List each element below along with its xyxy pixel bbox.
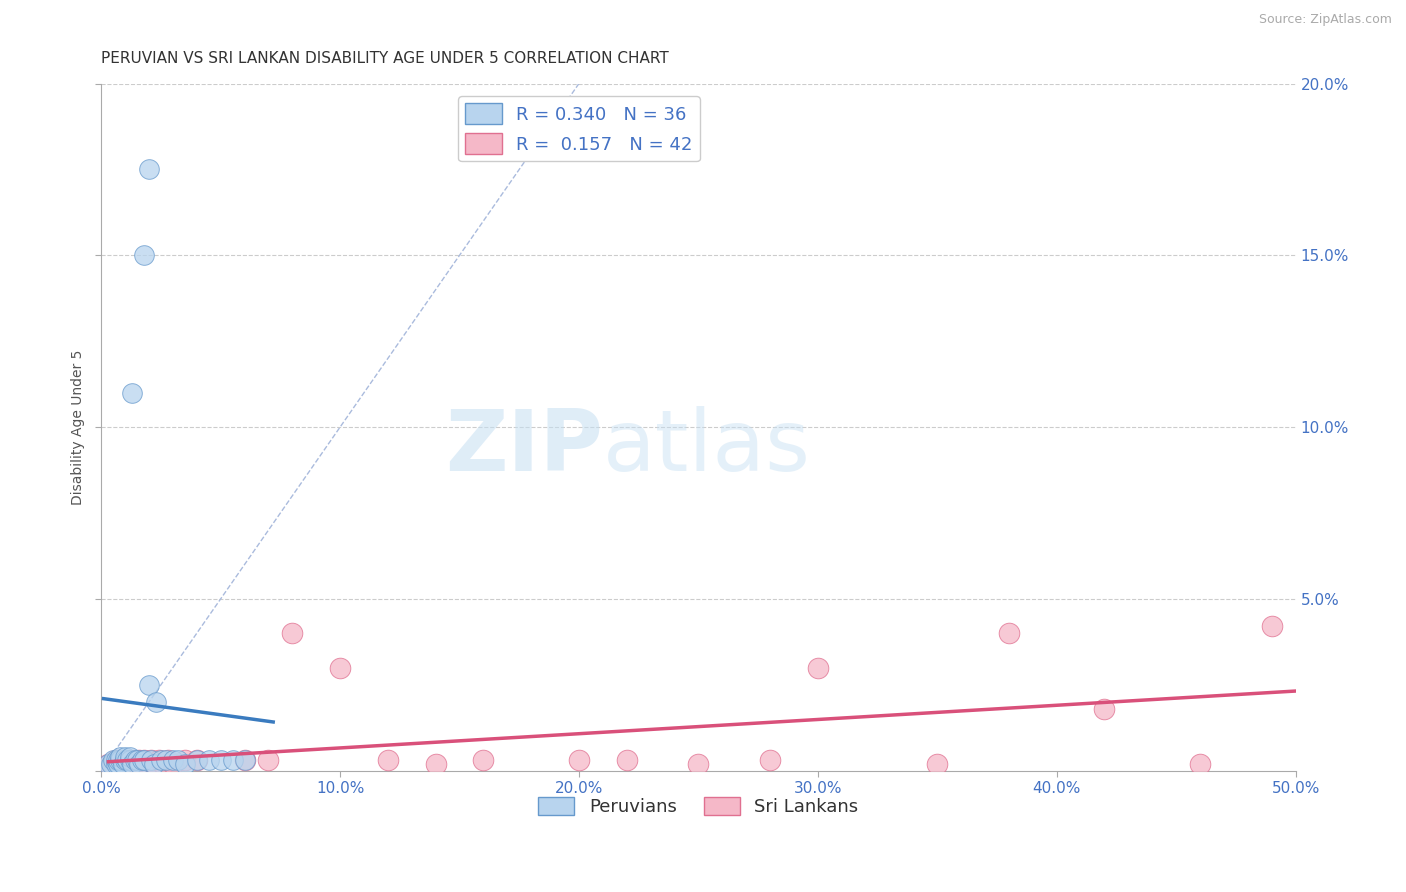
Point — [100, 756, 122, 771]
Point — [101, 756, 124, 771]
Point — [121, 385, 143, 400]
Point — [124, 753, 146, 767]
Point — [114, 753, 136, 767]
Point — [135, 756, 157, 771]
Point — [124, 753, 146, 767]
Point — [125, 756, 148, 771]
Point — [118, 753, 141, 767]
Point — [107, 756, 129, 771]
Point — [134, 753, 156, 767]
Point — [329, 660, 352, 674]
Point — [257, 753, 280, 767]
Point — [107, 753, 129, 767]
Point — [157, 753, 180, 767]
Point — [148, 753, 170, 767]
Point — [568, 753, 591, 767]
Point — [173, 756, 195, 771]
Point — [101, 753, 124, 767]
Point — [377, 753, 399, 767]
Point — [173, 753, 195, 767]
Text: Source: ZipAtlas.com: Source: ZipAtlas.com — [1258, 13, 1392, 27]
Point — [114, 753, 136, 767]
Point — [1260, 619, 1282, 633]
Point — [104, 756, 127, 771]
Y-axis label: Disability Age Under 5: Disability Age Under 5 — [72, 350, 86, 505]
Point — [104, 753, 127, 767]
Point — [209, 753, 232, 767]
Point — [998, 626, 1021, 640]
Point — [759, 753, 782, 767]
Point — [128, 753, 150, 767]
Point — [134, 248, 156, 262]
Text: PERUVIAN VS SRI LANKAN DISABILITY AGE UNDER 5 CORRELATION CHART: PERUVIAN VS SRI LANKAN DISABILITY AGE UN… — [101, 51, 669, 66]
Point — [186, 753, 208, 767]
Point — [166, 753, 188, 767]
Point — [197, 753, 219, 767]
Point — [97, 756, 120, 771]
Point — [807, 660, 830, 674]
Point — [233, 753, 256, 767]
Point — [162, 753, 184, 767]
Point — [138, 756, 160, 771]
Point — [142, 756, 165, 771]
Point — [104, 753, 127, 767]
Point — [110, 753, 132, 767]
Point — [97, 756, 120, 771]
Point — [927, 756, 949, 771]
Text: atlas: atlas — [603, 406, 811, 489]
Point — [155, 753, 177, 767]
Point — [425, 756, 447, 771]
Point — [117, 756, 139, 771]
Point — [134, 753, 156, 767]
Point — [121, 756, 143, 771]
Point — [233, 753, 256, 767]
Point — [142, 756, 165, 771]
Text: ZIP: ZIP — [446, 406, 603, 489]
Point — [128, 756, 150, 771]
Point — [281, 626, 304, 640]
Point — [118, 750, 141, 764]
Point — [138, 162, 160, 177]
Legend: Peruvians, Sri Lankans: Peruvians, Sri Lankans — [531, 789, 866, 823]
Point — [121, 756, 143, 771]
Point — [162, 756, 184, 771]
Point — [221, 753, 243, 767]
Point — [616, 753, 638, 767]
Point — [149, 753, 172, 767]
Point — [131, 753, 153, 767]
Point — [1189, 756, 1212, 771]
Point — [107, 756, 129, 771]
Point — [114, 750, 136, 764]
Point — [141, 753, 163, 767]
Point — [145, 695, 167, 709]
Point — [152, 756, 174, 771]
Point — [110, 750, 132, 764]
Point — [141, 753, 163, 767]
Point — [186, 753, 208, 767]
Point — [1094, 702, 1116, 716]
Point — [110, 753, 132, 767]
Point — [118, 753, 141, 767]
Point — [111, 756, 134, 771]
Point — [111, 756, 134, 771]
Point — [125, 753, 148, 767]
Point — [138, 678, 160, 692]
Point — [117, 753, 139, 767]
Point — [131, 756, 153, 771]
Point — [688, 756, 710, 771]
Point — [472, 753, 495, 767]
